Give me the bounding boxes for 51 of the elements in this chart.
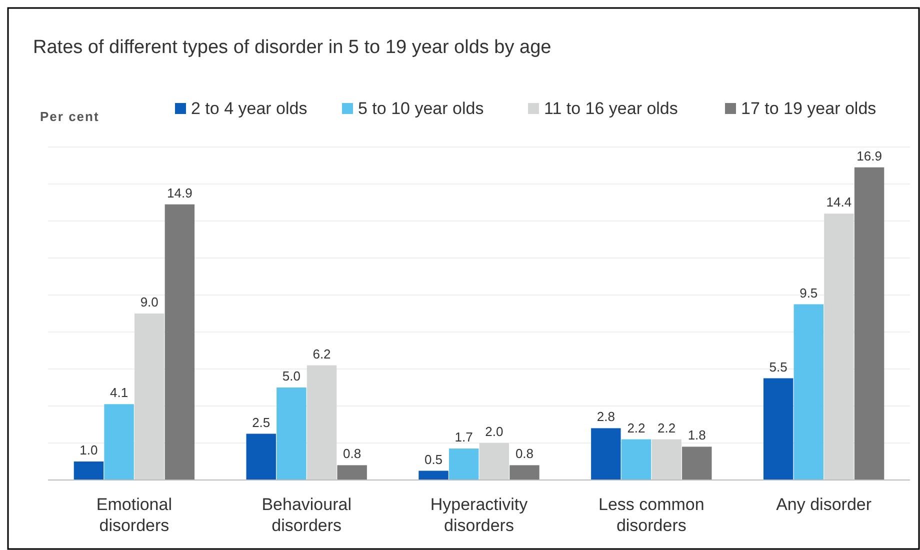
x-tick-label: Any disorder	[776, 495, 872, 514]
bar	[763, 378, 794, 480]
data-label: 4.1	[110, 385, 128, 400]
bar	[74, 462, 104, 480]
x-tick-label: Emotional disorders	[96, 495, 172, 535]
legend-label: 2 to 4 year olds	[191, 99, 308, 118]
data-label: 0.5	[424, 452, 443, 467]
data-label: 5.5	[769, 359, 788, 374]
bar	[104, 404, 134, 480]
bar	[276, 388, 306, 480]
bar	[824, 214, 854, 480]
legend-label: 17 to 19 year olds	[741, 99, 876, 118]
bar	[418, 470, 448, 480]
bar	[448, 448, 479, 480]
bar	[794, 304, 824, 480]
data-label: 1.0	[80, 442, 98, 458]
data-label: 2.0	[485, 424, 504, 439]
bar	[164, 204, 195, 480]
bar	[510, 465, 540, 480]
data-label: 0.8	[515, 446, 534, 462]
data-label: 2.2	[658, 420, 676, 436]
bar	[621, 439, 652, 480]
x-tick-label: Behavioural disorders	[262, 495, 352, 535]
bar	[854, 167, 884, 480]
x-tick-label: Hyperactivity disorders	[430, 495, 528, 535]
bar	[306, 365, 337, 480]
data-label: 14.9	[167, 185, 192, 200]
data-label: 1.8	[688, 428, 706, 443]
data-label: 0.8	[343, 446, 362, 462]
bar	[591, 428, 621, 480]
x-tick-label: Less common disorders	[598, 495, 704, 535]
data-label: 9.0	[140, 294, 158, 310]
data-label: 2.8	[596, 409, 615, 424]
data-label: 6.2	[312, 346, 331, 362]
data-label: 9.5	[800, 285, 818, 300]
bar	[246, 434, 276, 480]
bar	[652, 439, 682, 480]
legend-label: 11 to 16 year olds	[544, 99, 678, 118]
data-label: 14.4	[826, 194, 852, 210]
data-label: 16.9	[856, 148, 882, 164]
data-label: 1.7	[454, 430, 473, 445]
bar	[134, 314, 164, 480]
bar	[682, 446, 712, 480]
data-label: 2.5	[252, 414, 270, 430]
y-axis-title: Per cent	[40, 109, 100, 124]
data-label: 5.0	[282, 368, 300, 384]
bar	[337, 465, 367, 480]
bar	[479, 443, 510, 480]
data-label: 2.2	[627, 420, 646, 436]
legend-label: 5 to 10 year olds	[358, 99, 484, 118]
chart-title: Rates of different types of disorder in 5 to 19 year olds by age	[33, 37, 552, 58]
